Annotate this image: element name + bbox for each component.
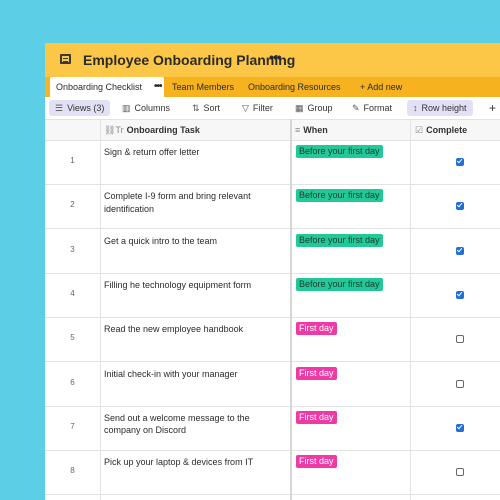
- tabs-bar: Onboarding Checklist ••• Team Members On…: [45, 77, 500, 97]
- complete-checkbox[interactable]: [456, 423, 464, 432]
- add-view-button[interactable]: +: [489, 101, 497, 115]
- table-row[interactable]: 8 Pick up your laptop & devices from IT Fi…: [45, 451, 500, 496]
- tab-label: Onboarding Checklist: [56, 82, 143, 92]
- table-row[interactable]: 3 Get a quick intro to the team Before you…: [45, 229, 500, 274]
- tab-team-members[interactable]: Team Members: [172, 82, 235, 92]
- column-divider: [410, 119, 411, 500]
- group-icon: ▦: [295, 103, 304, 113]
- complete-checkbox[interactable]: [456, 468, 464, 477]
- when-tag[interactable]: Before your first day: [296, 233, 383, 247]
- columns-button[interactable]: ▥ Columns: [122, 100, 170, 116]
- row-number: 6: [70, 377, 75, 387]
- task-cell[interactable]: Filling he technology equipment form: [104, 279, 252, 290]
- column-header-when[interactable]: ≡ When: [295, 125, 328, 135]
- group-button[interactable]: ▦ Group: [295, 100, 333, 116]
- row-height-icon: ↕: [413, 103, 418, 113]
- format-button[interactable]: ✎ Format: [352, 100, 392, 116]
- task-cell[interactable]: Initial check-in with your manager: [104, 368, 238, 379]
- columns-icon: ▥: [122, 103, 131, 113]
- table-row[interactable]: 2 Complete I-9 form and bring relevant id…: [45, 185, 500, 230]
- column-divider: [290, 119, 292, 500]
- table-header: ⛓Tr Onboarding Task ≡ When ☑ Complete: [45, 119, 500, 141]
- task-cell[interactable]: Send out a welcome message to the compan…: [104, 412, 250, 436]
- link-text-icon: ⛓Tr: [104, 125, 124, 135]
- row-number: 8: [70, 466, 75, 476]
- sort-button[interactable]: ⇅ Sort: [192, 100, 220, 116]
- toolbar: ☰ Views (3) ▥ Columns ⇅ Sort ▽ Filter ▦ Group…: [45, 97, 500, 119]
- filter-icon: ▽: [242, 103, 249, 113]
- row-number: 1: [70, 156, 75, 165]
- single-select-icon: ≡: [295, 125, 301, 135]
- sort-icon: ⇅: [192, 103, 200, 113]
- when-tag[interactable]: Before your first day: [296, 189, 383, 203]
- complete-checkbox[interactable]: [456, 202, 464, 211]
- task-cell[interactable]: Complete I-9 form and bring relevant ide…: [104, 191, 251, 214]
- table-icon: [60, 54, 71, 64]
- table-row[interactable]: 5 Read the new employee handbook First day: [45, 318, 500, 363]
- menu-icon: ☰: [55, 103, 64, 113]
- tab-more-icon[interactable]: •••: [154, 81, 162, 92]
- table-row[interactable]: 7 Send out a welcome message to the compa…: [45, 406, 500, 451]
- when-tag[interactable]: Before your first day: [296, 277, 383, 291]
- task-cell[interactable]: Get a quick intro to the team: [104, 235, 218, 246]
- title-bar: Employee Onboarding Planning •••: [45, 43, 500, 77]
- when-tag[interactable]: First day: [296, 455, 337, 469]
- table-row[interactable]: 4 Filling he technology equipment form Bef…: [45, 273, 500, 318]
- tab-onboarding-checklist[interactable]: Onboarding Checklist •••: [50, 77, 164, 97]
- column-divider: [100, 119, 101, 500]
- row-number: 3: [70, 244, 75, 254]
- complete-checkbox[interactable]: [456, 158, 464, 166]
- row-number: 2: [70, 200, 75, 210]
- task-cell[interactable]: Sign & return offer letter: [104, 147, 200, 157]
- column-header-task[interactable]: ⛓Tr Onboarding Task: [104, 125, 200, 135]
- row-number: 5: [70, 333, 75, 343]
- task-cell[interactable]: Read the new employee handbook: [104, 324, 244, 335]
- table-row[interactable]: 6 Initial check-in with your manager First…: [45, 362, 500, 407]
- table-row[interactable]: 1 Sign & return offer letter Before your f…: [45, 141, 500, 185]
- brush-icon: ✎: [352, 103, 360, 113]
- complete-checkbox[interactable]: [456, 246, 464, 255]
- complete-checkbox[interactable]: [456, 379, 464, 388]
- when-tag[interactable]: First day: [296, 322, 337, 336]
- row-number: 4: [70, 288, 75, 298]
- when-tag[interactable]: First day: [296, 410, 337, 424]
- add-tab-button[interactable]: + Add new: [360, 82, 403, 92]
- task-cell[interactable]: Pick up your laptop & devices from IT: [104, 457, 254, 468]
- complete-checkbox[interactable]: [456, 290, 464, 299]
- column-header-complete[interactable]: ☑ Complete: [415, 125, 468, 135]
- when-tag[interactable]: Before your first day: [296, 145, 383, 158]
- tab-onboarding-resources[interactable]: Onboarding Resources: [248, 82, 341, 92]
- row-height-button[interactable]: ↕ Row height: [407, 100, 473, 116]
- page-title: Employee Onboarding Planning: [83, 52, 296, 68]
- checkbox-icon: ☑: [415, 125, 424, 135]
- views-button[interactable]: ☰ Views (3): [49, 100, 111, 116]
- when-tag[interactable]: First day: [296, 366, 337, 380]
- more-icon[interactable]: •••: [269, 49, 282, 65]
- filter-button[interactable]: ▽ Filter: [242, 100, 273, 116]
- row-number: 7: [70, 421, 75, 431]
- complete-checkbox[interactable]: [456, 335, 464, 344]
- app-window: Employee Onboarding Planning ••• Onboard…: [45, 43, 500, 500]
